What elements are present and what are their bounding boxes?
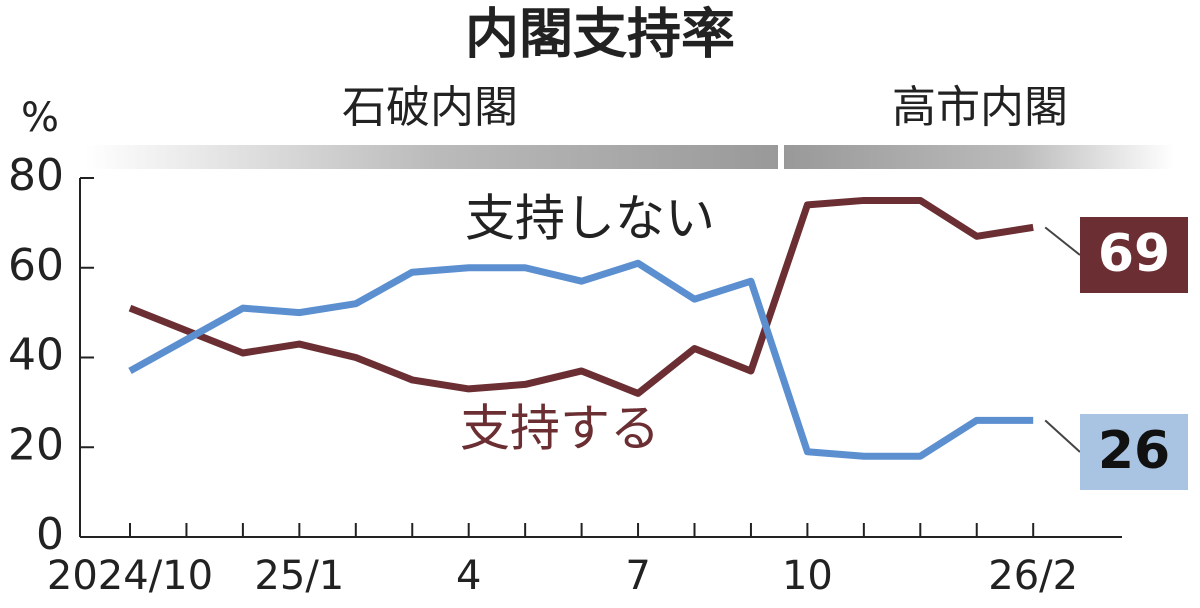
y-tick-label: 0 [36,509,64,560]
value-box [1080,414,1188,490]
y-tick-label: 40 [8,330,64,381]
y-unit: % [21,95,59,141]
period-bar [784,145,1174,169]
callout-line [1044,419,1081,453]
series-line [128,259,1034,460]
x-tick-label: 7 [625,553,650,599]
callout-line [1044,226,1081,256]
x-tick-label: 4 [456,553,481,599]
value-label: 26 [1098,421,1170,481]
chart-title: 内閣支持率 [465,3,735,66]
x-tick-label: 25/1 [254,553,344,599]
value-label: 69 [1098,224,1170,284]
x-tick-label: 26/2 [988,553,1078,599]
y-tick-label: 80 [8,150,64,201]
period-label: 高市内閣 [892,82,1068,133]
y-tick-label: 60 [8,240,64,291]
series-label: 支持しない [465,190,715,248]
value-box [1080,217,1188,293]
y-tick-label: 20 [8,419,64,470]
period-label: 石破内閣 [342,82,518,133]
series-line [128,196,1034,397]
x-tick-label: 10 [782,553,833,599]
series-label: 支持する [460,400,660,458]
x-tick-label: 2024/10 [47,553,213,599]
period-bar [85,145,778,169]
